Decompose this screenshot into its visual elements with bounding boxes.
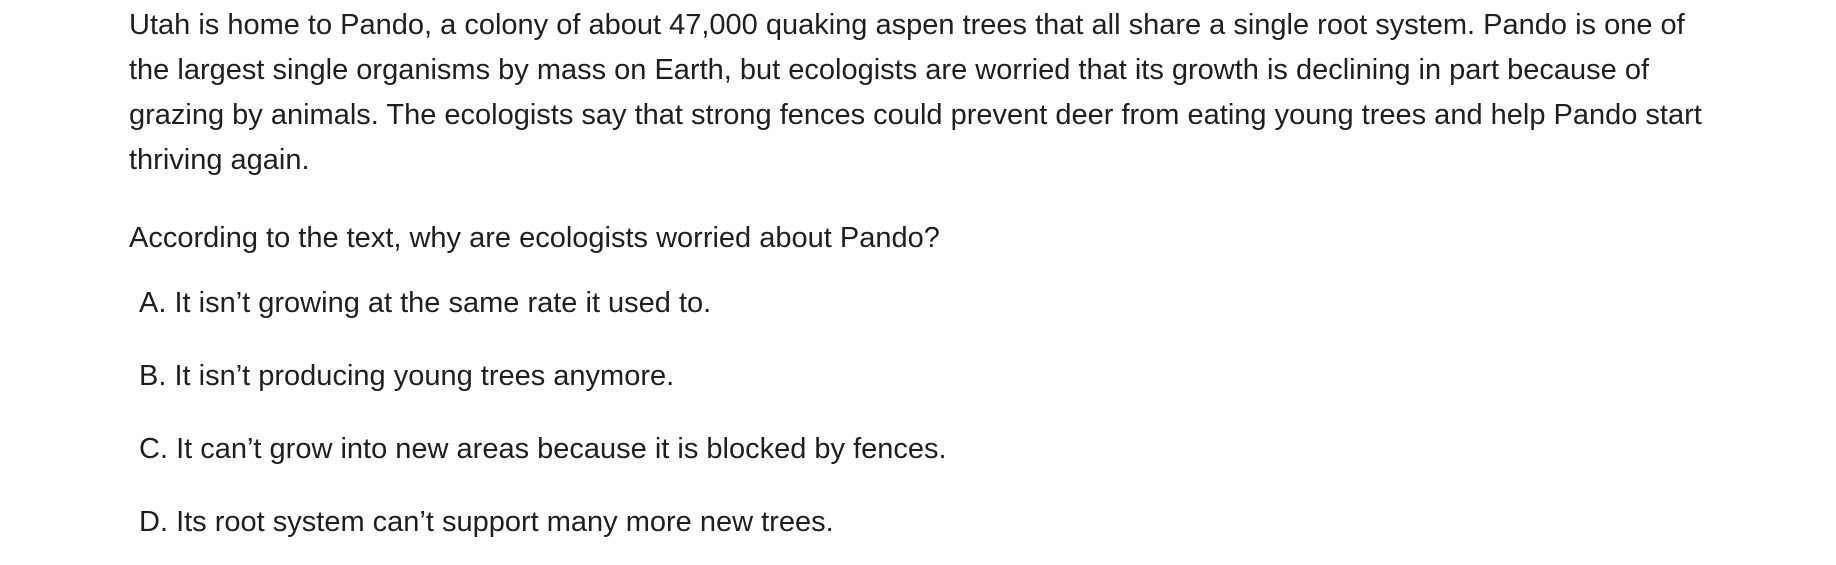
reading-passage: Utah is home to Pando, a colony of about…	[129, 9, 1702, 176]
question-prompt: According to the text, why are ecologist…	[129, 222, 940, 254]
answer-choice-b[interactable]: B. It isn’t producing young trees anymor…	[129, 354, 1729, 399]
choice-letter: B.	[139, 360, 175, 392]
choice-letter: D.	[139, 506, 177, 538]
answer-choice-a[interactable]: A. It isn’t growing at the same rate it …	[129, 281, 1729, 326]
answer-choices: A. It isn’t growing at the same rate it …	[129, 281, 1729, 545]
answer-choice-d[interactable]: D. Its root system can’t support many mo…	[129, 500, 1729, 545]
choice-text: Its root system can’t support many more …	[176, 506, 834, 538]
choice-text: It isn’t producing young trees anymore.	[174, 360, 675, 392]
choice-text: It can’t grow into new areas because it …	[176, 433, 947, 465]
choice-text: It isn’t growing at the same rate it use…	[174, 287, 712, 319]
choice-letter: A.	[139, 287, 175, 319]
answer-choice-c[interactable]: C. It can’t grow into new areas because …	[129, 427, 1729, 472]
choice-letter: C.	[139, 433, 177, 465]
question-content: Utah is home to Pando, a colony of about…	[129, 0, 1729, 545]
